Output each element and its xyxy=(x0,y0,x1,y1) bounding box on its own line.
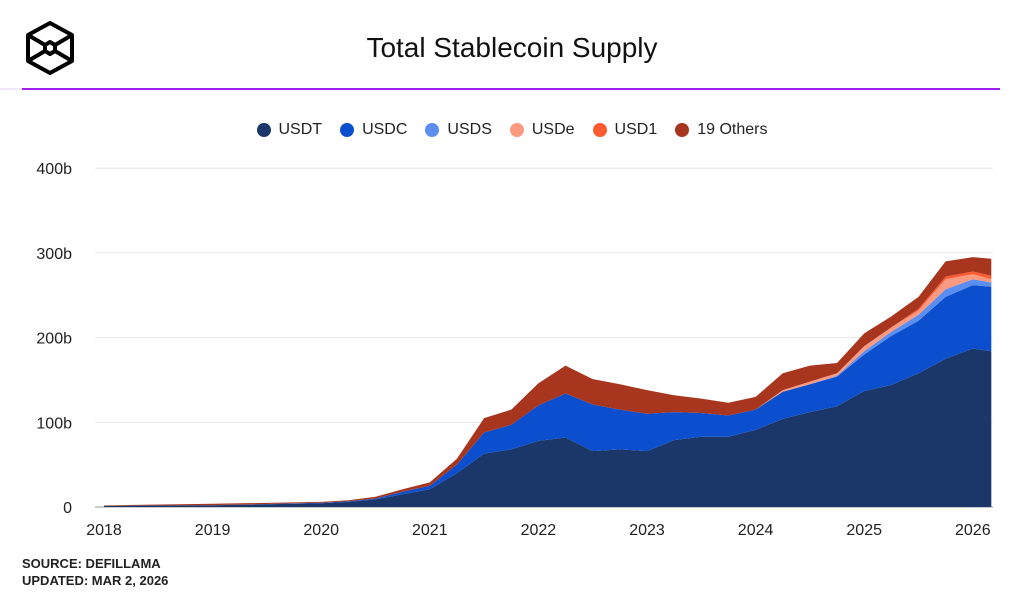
page-title: Total Stablecoin Supply xyxy=(366,32,658,63)
y-tick-label: 400b xyxy=(36,161,72,178)
legend-label: USDS xyxy=(447,121,492,138)
x-tick-label: 2026 xyxy=(955,522,991,539)
divider xyxy=(22,88,1000,90)
legend-swatch xyxy=(340,123,355,137)
x-tick-label: 2018 xyxy=(86,522,122,539)
legend-item: USD1 xyxy=(592,121,658,139)
source-label: SOURCE: DEFILLAMA xyxy=(22,556,161,571)
x-tick-label: 2025 xyxy=(846,522,882,539)
legend-item: 19 Others xyxy=(675,121,768,139)
x-tick-label: 2021 xyxy=(412,522,448,539)
area-usdt xyxy=(104,348,992,507)
x-tick-label: 2019 xyxy=(195,522,231,539)
x-tick-label: 2023 xyxy=(629,522,665,539)
legend-swatch xyxy=(675,123,690,137)
legend-label: USD1 xyxy=(614,121,658,138)
x-tick-label: 2024 xyxy=(738,522,774,539)
divider xyxy=(0,88,22,90)
legend-item: USDC xyxy=(340,121,407,139)
source-note: SOURCE: DEFILLAMA UPDATED: MAR 2, 2026 xyxy=(22,555,168,589)
legend-swatch xyxy=(592,123,607,137)
updated-label: UPDATED: MAR 2, 2026 xyxy=(22,573,169,588)
x-tick-label: 2020 xyxy=(303,522,339,539)
legend-label: USDe xyxy=(531,121,575,138)
legend-label: 19 Others xyxy=(697,121,768,138)
stacked-area-chart: 0 100b 200b 300b 400b 2018 2019 2020 2021 2022 202… xyxy=(36,161,993,539)
area-19-others xyxy=(104,257,992,506)
cube-logo-icon xyxy=(26,21,74,75)
legend-label: USDC xyxy=(362,121,408,138)
y-tick-label: 100b xyxy=(36,415,72,432)
x-tick-label: 2022 xyxy=(521,522,557,539)
legend-item: USDe xyxy=(509,121,575,139)
y-tick-label: 200b xyxy=(36,331,72,348)
legend-swatch xyxy=(425,123,440,137)
y-tick-label: 0 xyxy=(63,500,72,517)
legend: USDT USDC USDS USDe USD1 19 Others xyxy=(0,121,1024,139)
legend-item: USDT xyxy=(256,121,323,139)
legend-label: USDT xyxy=(278,121,323,138)
legend-item: USDS xyxy=(425,121,492,139)
legend-swatch xyxy=(256,123,271,137)
legend-swatch xyxy=(509,123,524,137)
y-tick-label: 300b xyxy=(36,246,72,263)
logo xyxy=(22,20,78,81)
area-usdc xyxy=(104,285,992,506)
